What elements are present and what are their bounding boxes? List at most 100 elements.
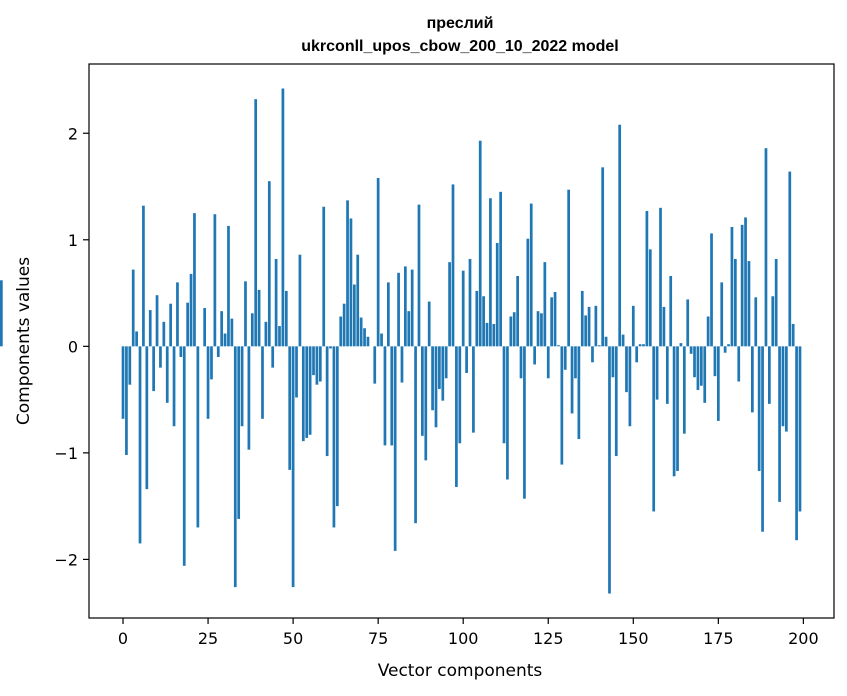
bar — [563, 346, 567, 370]
bar — [716, 346, 720, 421]
bar — [686, 299, 690, 347]
bar — [597, 345, 601, 347]
bar — [182, 346, 186, 566]
bar — [557, 345, 560, 347]
bar — [659, 207, 662, 347]
bar — [254, 99, 258, 347]
bar — [271, 346, 275, 368]
x-tick-label: 150 — [618, 629, 649, 648]
bar — [461, 270, 465, 347]
bar — [509, 316, 513, 347]
bar — [261, 346, 264, 419]
bar — [751, 346, 754, 413]
bar — [778, 346, 781, 502]
bar — [795, 346, 798, 541]
bar — [407, 311, 411, 347]
bar — [774, 258, 778, 347]
bar — [604, 336, 608, 347]
bar — [768, 346, 771, 404]
bar — [404, 266, 407, 347]
bar — [781, 346, 785, 427]
bar — [387, 282, 390, 347]
bar — [451, 184, 455, 347]
bar — [706, 316, 710, 347]
x-tick-label: 0 — [118, 629, 128, 648]
bar — [0, 280, 3, 347]
bar — [502, 346, 506, 444]
bar — [665, 346, 669, 404]
bars-group — [0, 88, 802, 594]
bar — [152, 346, 155, 392]
bar — [308, 346, 312, 435]
bar — [431, 346, 434, 411]
bar — [652, 346, 656, 512]
bar — [240, 346, 244, 427]
chart-subtitle: ukrconll_upos_cbow_200_10_2022 model — [301, 38, 618, 55]
bar — [434, 346, 438, 428]
bar — [468, 258, 472, 347]
bar — [162, 321, 166, 347]
bar — [421, 346, 424, 436]
bar — [390, 346, 394, 446]
y-axis-label: Components values — [14, 257, 34, 425]
bar — [727, 344, 730, 347]
bar — [400, 346, 404, 383]
bar — [499, 191, 502, 347]
bar — [655, 346, 659, 400]
bar — [335, 346, 339, 507]
bar — [798, 346, 802, 512]
bar — [516, 276, 519, 347]
bar — [172, 346, 176, 427]
x-tick-label: 100 — [448, 629, 479, 648]
x-axis-ticks: 0 25 50 75 100 125 150 175 200 — [118, 618, 819, 648]
bar — [495, 242, 499, 347]
bar — [614, 346, 618, 457]
bar — [455, 346, 458, 487]
bar — [278, 326, 281, 347]
bar — [669, 276, 673, 347]
bar — [506, 346, 509, 480]
bar — [315, 346, 319, 385]
x-tick-label: 175 — [703, 629, 734, 648]
bar — [618, 124, 622, 347]
bar — [601, 167, 605, 347]
bar — [298, 254, 302, 347]
bar — [642, 344, 645, 347]
bar — [165, 346, 169, 403]
bar — [662, 306, 666, 347]
bar — [546, 346, 550, 379]
bar — [203, 307, 207, 347]
bar — [312, 346, 315, 376]
bar — [482, 296, 485, 347]
bar — [693, 346, 696, 378]
bar — [621, 334, 625, 347]
y-tick-label: 0 — [68, 337, 78, 356]
bar — [332, 346, 336, 528]
bar — [131, 269, 135, 347]
bar — [628, 346, 632, 427]
bar — [339, 316, 343, 347]
bar — [417, 204, 421, 347]
bar — [267, 181, 271, 347]
y-tick-label: −1 — [54, 444, 78, 463]
bar — [567, 189, 571, 347]
bar — [135, 331, 138, 347]
x-tick-label: 25 — [198, 629, 218, 648]
bar — [159, 346, 162, 368]
bar — [533, 346, 536, 365]
bar — [186, 302, 190, 347]
bar — [512, 312, 516, 347]
bar — [441, 346, 445, 401]
bar — [148, 310, 152, 347]
bar — [196, 346, 200, 528]
bar — [475, 290, 479, 347]
bar — [761, 346, 764, 532]
y-axis-ticks: −2 −1 0 1 2 — [54, 124, 89, 569]
bar — [193, 213, 196, 347]
bar — [142, 205, 145, 347]
bar — [424, 346, 428, 461]
bar — [410, 269, 414, 347]
bar — [244, 281, 247, 347]
bar — [125, 346, 128, 455]
